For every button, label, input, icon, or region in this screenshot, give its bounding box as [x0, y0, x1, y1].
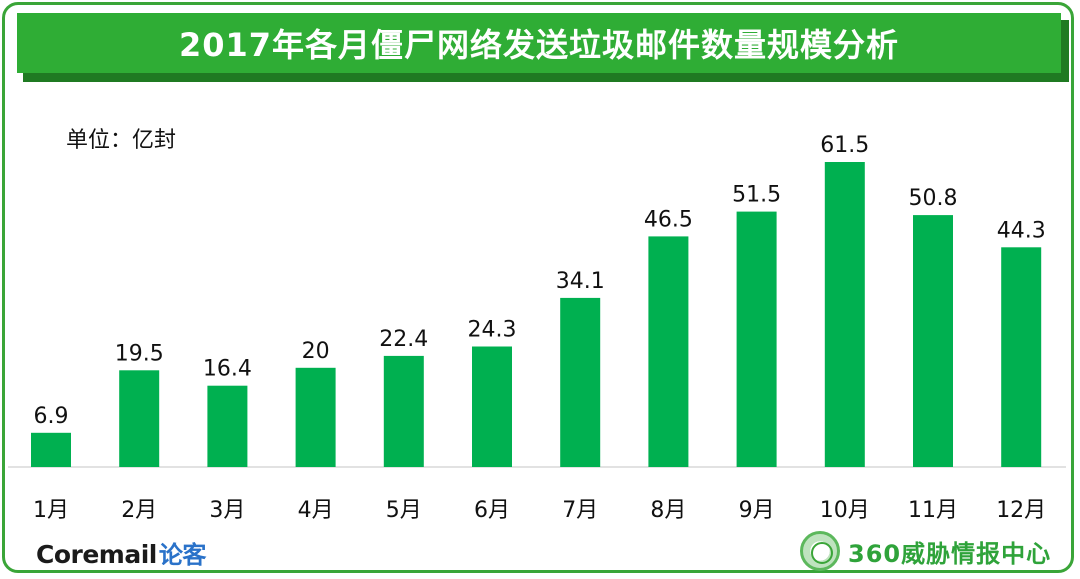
x-tick-label-9: 9月: [739, 498, 775, 523]
data-label-3: 16.4: [203, 357, 252, 382]
data-label-11: 50.8: [909, 186, 958, 211]
coremail-logo: Coremail论客: [36, 535, 206, 570]
data-label-1: 6.9: [34, 404, 69, 429]
chart-title: 2017年各月僵尸网络发送垃圾邮件数量规模分析: [178, 26, 900, 64]
data-label-2: 19.5: [115, 341, 164, 366]
bar-2: [119, 370, 160, 467]
data-label-7: 34.1: [556, 269, 605, 294]
data-label-5: 22.4: [379, 327, 428, 352]
bar-12: [1001, 247, 1042, 467]
data-label-12: 44.3: [997, 218, 1046, 243]
x-tick-label-3: 3月: [209, 498, 245, 523]
globe-emblem-icon: [800, 531, 840, 571]
bar-10: [824, 162, 865, 467]
x-tick-label-12: 12月: [996, 498, 1046, 523]
chart-frame: [2, 2, 1074, 573]
data-label-8: 46.5: [644, 207, 693, 232]
coremail-brand-text: Coremail: [36, 540, 157, 569]
bar-8: [648, 236, 689, 467]
bar-1: [31, 432, 71, 467]
threat-intel-brand-text: 360威胁情报中心: [848, 539, 1052, 568]
title-bar: 2017年各月僵尸网络发送垃圾邮件数量规模分析: [17, 13, 1061, 73]
unit-label: 单位：亿封: [66, 128, 177, 153]
data-label-6: 24.3: [468, 318, 517, 343]
bar-6: [472, 346, 512, 467]
x-tick-label-10: 10月: [820, 498, 870, 523]
bar-9: [736, 211, 777, 467]
bar-4: [295, 367, 336, 467]
x-tick-label-1: 1月: [33, 498, 69, 523]
x-tick-label-4: 4月: [298, 498, 334, 523]
data-label-10: 61.5: [820, 133, 869, 158]
x-tick-label-2: 2月: [121, 498, 157, 523]
data-label-4: 20: [302, 339, 330, 364]
x-tick-label-11: 11月: [908, 498, 958, 523]
threat-intel-logo: 360威胁情报中心: [800, 531, 1051, 571]
bar-3: [207, 385, 248, 467]
bar-5: [383, 355, 424, 467]
bar-11: [913, 215, 953, 467]
data-label-9: 51.5: [732, 183, 781, 208]
coremail-brand-cn: 论客: [158, 541, 207, 569]
x-tick-label-6: 6月: [474, 498, 510, 523]
x-tick-label-5: 5月: [386, 498, 422, 523]
x-tick-label-7: 7月: [562, 498, 598, 523]
bar-7: [560, 297, 601, 467]
x-tick-label-8: 8月: [650, 498, 686, 523]
